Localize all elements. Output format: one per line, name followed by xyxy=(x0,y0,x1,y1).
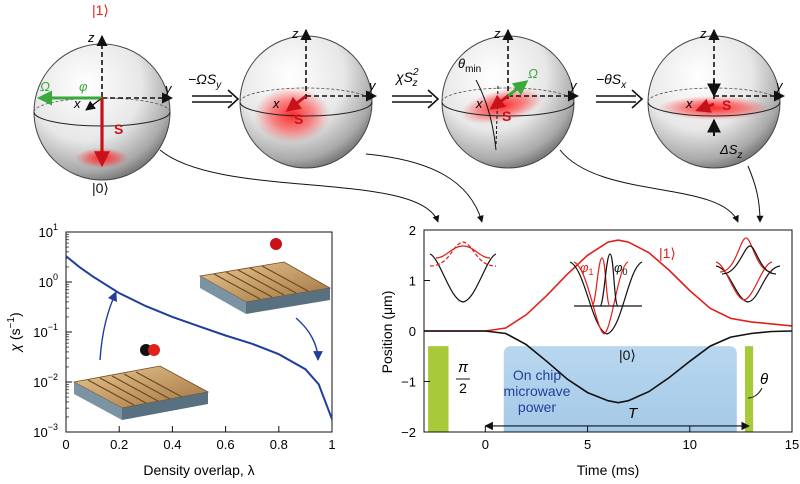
bloch-sphere-4 xyxy=(647,28,786,169)
s2-y-label: y xyxy=(368,78,377,93)
s3-spin-label: S xyxy=(502,108,511,124)
pos-xtick-label: 15 xyxy=(785,437,799,452)
chip-illustration-overlapped xyxy=(72,344,210,420)
trajectory-state-1 xyxy=(424,239,793,332)
operation-arrow-3 xyxy=(596,89,644,109)
pos-xtick-label: 10 xyxy=(683,437,697,452)
s1-z-label: z xyxy=(87,30,95,45)
chi-ytick-label: 10−1 xyxy=(33,322,58,340)
chip-illustration-separated xyxy=(198,238,332,314)
chi-ylabel: χ (s−1) xyxy=(6,312,23,353)
ket-0-label: |0⟩ xyxy=(619,347,636,363)
bloch-sphere-3 xyxy=(441,28,580,169)
pulse-den-label: 2 xyxy=(459,380,467,396)
chi-xtick-label: 0.4 xyxy=(163,437,181,452)
bloch-sphere-2 xyxy=(239,28,378,169)
chi-xtick-label: 0.6 xyxy=(217,437,235,452)
s4-y-label: y xyxy=(775,78,784,93)
s2-spin-label: S xyxy=(294,111,303,127)
s1-ket-top: |1⟩ xyxy=(92,2,109,18)
pos-ytick-label: 2 xyxy=(409,223,416,238)
theta-label: θ xyxy=(760,371,768,388)
operation-label-3: −θSx xyxy=(596,71,627,91)
chip-arrow-up xyxy=(99,291,117,361)
s1-x-label: x xyxy=(73,96,81,111)
chi-ytick-label: 101 xyxy=(39,222,58,240)
s1-ket-bottom: |0⟩ xyxy=(92,180,109,196)
s3-z-label: z xyxy=(493,26,501,41)
chi-xtick-label: 0 xyxy=(62,437,69,452)
s1-phi-label: φ xyxy=(79,79,88,94)
ket-1-label: |1⟩ xyxy=(659,245,676,261)
pulse-theta xyxy=(744,346,754,432)
phi0-label: φ0 xyxy=(614,260,628,277)
theta-pointer xyxy=(747,387,763,399)
pos-ytick-label: 1 xyxy=(409,274,416,289)
position-xlabel: Time (ms) xyxy=(577,462,639,478)
chi-xtick-label: 1 xyxy=(328,437,335,452)
position-axis-ticks: 210−1−20 5 10 15 xyxy=(401,223,799,452)
pos-ytick-label: −1 xyxy=(401,375,416,390)
pos-ytick-label: −2 xyxy=(401,425,416,440)
chi-curve xyxy=(65,255,333,420)
pos-xtick-label: 0 xyxy=(482,437,489,452)
s4-spin-label: S xyxy=(722,97,731,113)
chi-xtick-label: 0.2 xyxy=(110,437,128,452)
operation-label-2: χS2 z xyxy=(394,67,419,89)
s3-omega-label: Ω xyxy=(528,66,538,81)
s2-z-label: z xyxy=(291,26,299,41)
chi-axis-ticks: 101 100 10−1 10−2 10−3 0 0.2 0.4 0.6 0.8 1 xyxy=(33,222,335,452)
operation-arrow-1 xyxy=(192,89,240,109)
position-plot: 210−1−20 5 10 15 xyxy=(401,223,799,452)
chi-xlabel: Density overlap, λ xyxy=(143,462,254,478)
chi-plot: 101 100 10−1 10−2 10−3 0 0.2 0.4 0.6 0.8 1 xyxy=(33,222,335,452)
s1-spin-label: S xyxy=(114,121,123,137)
inset-potential-left xyxy=(429,241,497,303)
pulse-pi-over-2 xyxy=(428,346,449,432)
s3-x-label: x xyxy=(475,96,483,111)
operation-label-1: −ΩSy xyxy=(188,71,222,91)
s2-x-label: x xyxy=(272,96,280,111)
duration-label: T xyxy=(628,405,639,422)
trajectory-state-0 xyxy=(424,330,793,404)
chi-xtick-label: 0.8 xyxy=(270,437,288,452)
s3-y-label: y xyxy=(569,78,578,93)
microwave-line-3: power xyxy=(518,399,556,415)
s3-theta-min-label: θmin xyxy=(458,56,481,75)
bloch-sphere-1 xyxy=(33,34,174,181)
pos-ytick-label: 0 xyxy=(409,324,416,339)
chi-ytick-label: 10−2 xyxy=(33,372,58,390)
inset-potential-right xyxy=(715,237,781,303)
connector-arrows xyxy=(159,149,764,223)
phi1-label: φ1 xyxy=(580,260,594,277)
s4-delta-label: ΔSz xyxy=(719,142,742,161)
inset-potential-middle xyxy=(569,253,643,335)
microwave-power-region xyxy=(503,346,737,432)
s1-omega-label: Ω xyxy=(40,79,50,94)
s1-y-label: y xyxy=(164,81,173,96)
microwave-line-1: On chip xyxy=(513,367,561,383)
pos-xtick-label: 5 xyxy=(584,437,591,452)
pulse-pi-label: π xyxy=(458,359,469,376)
chi-ytick-label: 100 xyxy=(39,272,58,290)
s4-z-label: z xyxy=(699,26,707,41)
chip-arrow-down xyxy=(295,317,323,361)
position-ylabel: Position (μm) xyxy=(379,291,395,374)
microwave-line-2: microwave xyxy=(504,383,571,399)
s4-x-label: x xyxy=(685,96,693,111)
operation-arrow-2 xyxy=(392,89,440,109)
chi-ytick-label: 10−3 xyxy=(33,422,58,440)
